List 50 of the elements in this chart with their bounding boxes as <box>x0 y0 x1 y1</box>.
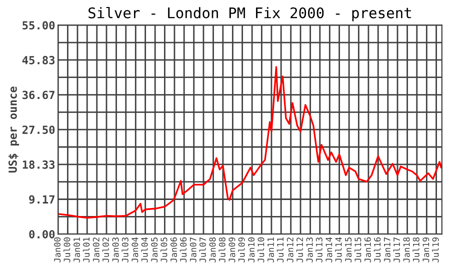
x-tick-label: Jul00 <box>64 237 70 262</box>
x-tick-label: Jan15 <box>345 238 352 262</box>
x-tick-label: Jan03 <box>112 238 119 262</box>
x-tick-label: Jul13 <box>316 238 322 262</box>
x-tick-label: Jul07 <box>199 238 206 262</box>
y-axis-title: US$ per ounce <box>8 86 20 173</box>
x-tick-label: Jul08 <box>218 237 226 262</box>
x-tick-label: Jan19 <box>422 237 430 262</box>
y-tick-label: 27.50 <box>22 126 55 134</box>
y-tick-label: 55.00 <box>22 21 55 30</box>
y-tick-label: 45.83 <box>22 56 55 64</box>
x-tick-label: Jan05 <box>151 238 158 262</box>
x-tick-label: Jan08 <box>209 237 216 262</box>
x-tick-label: Jan06 <box>170 237 177 262</box>
x-tick-label: Jan07 <box>190 238 196 262</box>
x-tick-label: Jul02 <box>102 238 110 262</box>
x-tick-label: Jan12 <box>286 238 294 262</box>
x-tick-label: Jul09 <box>238 237 245 262</box>
x-tick-label: Jan11 <box>268 237 274 262</box>
x-tick-label: Jul17 <box>393 238 400 262</box>
x-tick-label: Jan10 <box>248 237 255 262</box>
x-tick-label: Jan14 <box>326 237 332 262</box>
x-tick-label: Jul11 <box>276 237 284 262</box>
x-tick-label: Jan00 <box>54 237 61 262</box>
chart-title: Silver - London PM Fix 2000 - present <box>88 7 411 22</box>
x-tick-label: Jul12 <box>296 238 304 262</box>
x-tick-label: Jul15 <box>354 238 362 262</box>
y-tick-label: 9.17 <box>29 195 54 204</box>
x-tick-label: Jul01 <box>82 237 90 262</box>
x-tick-label: Jul04 <box>141 237 148 262</box>
x-tick-label: Jan04 <box>132 237 138 262</box>
x-tick-label: Jul03 <box>122 238 128 262</box>
x-tick-label: Jul16 <box>374 237 381 262</box>
y-tick-label: 36.67 <box>22 90 54 100</box>
x-tick-label: Jan18 <box>403 237 410 262</box>
x-tick-label: Jul18 <box>412 237 420 262</box>
x-tick-label: Jan13 <box>306 238 313 262</box>
y-tick-label: 18.33 <box>22 160 55 169</box>
y-tick-label: 0.00 <box>29 230 55 238</box>
line-series <box>58 66 442 219</box>
x-tick-label: Jul14 <box>335 237 342 262</box>
x-tick-label: Jul19 <box>432 237 439 262</box>
x-tick-label: Jan02 <box>92 238 100 262</box>
x-tick-label: Jul05 <box>160 238 168 262</box>
x-tick-label: Jan09 <box>228 237 236 262</box>
x-tick-label: Jan01 <box>73 237 80 262</box>
x-tick-label: Jul06 <box>180 237 187 262</box>
x-tick-label: Jan17 <box>384 238 390 262</box>
x-tick-label: Jul10 <box>257 237 264 262</box>
x-tick-label: Jan16 <box>364 237 371 262</box>
